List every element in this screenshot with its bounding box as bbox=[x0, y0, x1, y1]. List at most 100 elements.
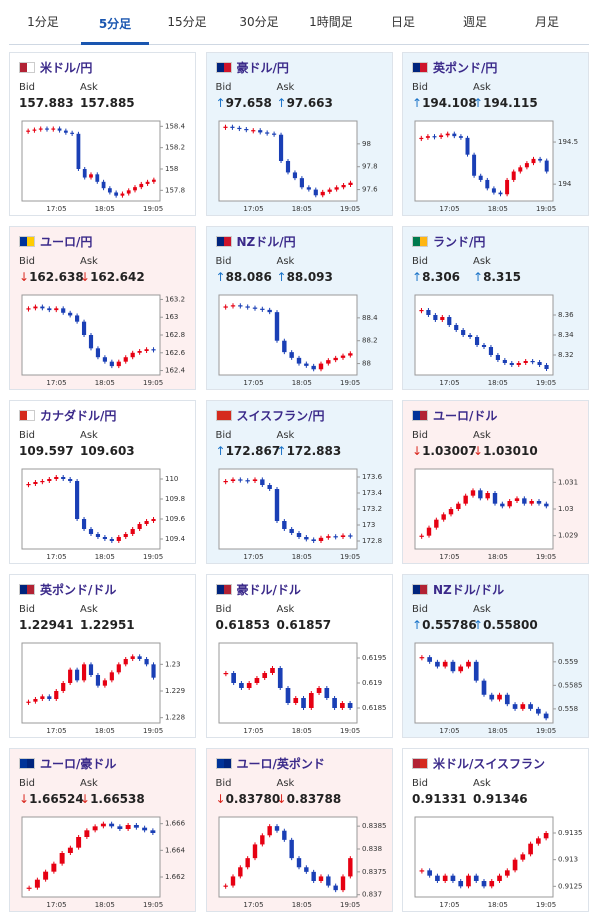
candle bbox=[266, 309, 272, 313]
rate-card[interactable]: 英ポンド/ドル Bid Ask 1.22941 1.22951 1.228 1.229 1.2… bbox=[9, 574, 196, 738]
candle bbox=[478, 490, 483, 499]
rate-card[interactable]: NZドル/円 Bid Ask ↑88.086 ↑88.093 88 88.2 88.4 17:0… bbox=[205, 226, 393, 390]
candle bbox=[84, 830, 90, 837]
candle bbox=[278, 134, 283, 161]
rate-card[interactable]: スイスフラン/円 Bid Ask ↑172.867 ↑172.883 172.8 173 17… bbox=[205, 400, 393, 564]
tab[interactable]: 30分足 bbox=[239, 15, 279, 29]
candle bbox=[230, 876, 235, 886]
candle bbox=[264, 132, 269, 134]
candle bbox=[285, 688, 290, 703]
candle bbox=[491, 188, 496, 193]
candle bbox=[427, 657, 432, 662]
candle bbox=[54, 308, 59, 311]
rate-card[interactable]: ユーロ/ドル Bid Ask ↓1.03007 ↓1.03010 1.029 1.03 1.0… bbox=[402, 400, 589, 564]
rate-card[interactable]: ユーロ/豪ドル Bid Ask ↓1.66524 ↓1.66538 1.662 1.664 1… bbox=[9, 748, 196, 912]
y-tick-label: 88.4 bbox=[362, 314, 378, 322]
ask-price: 172.883 bbox=[286, 444, 342, 458]
x-tick-label: 18:05 bbox=[291, 379, 311, 387]
tab[interactable]: 5分足 bbox=[81, 0, 149, 45]
flag bbox=[412, 410, 428, 421]
rate-card[interactable]: ユーロ/英ポンド Bid Ask ↓0.83780 ↓0.83788 0.837 0.837… bbox=[205, 748, 393, 912]
candle bbox=[261, 673, 267, 678]
x-tick-label: 17:05 bbox=[243, 901, 263, 909]
bid-label: Bid bbox=[215, 256, 232, 267]
rate-card[interactable]: 米ドル/スイスフラン Bid Ask 0.91331 0.91346 0.9125 0.91… bbox=[402, 748, 589, 912]
candle bbox=[33, 306, 38, 309]
bid-price: 0.83780 bbox=[225, 792, 281, 806]
rate-card[interactable]: NZドル/ドル Bid Ask ↑0.55786 ↑0.55800 0.558 0.5585… bbox=[402, 574, 589, 738]
y-tick-label: 109.4 bbox=[165, 535, 186, 543]
tab[interactable]: 日足 bbox=[390, 15, 415, 29]
candle bbox=[81, 321, 87, 335]
ask-label: Ask bbox=[80, 430, 98, 441]
pair-name: ランド/円 bbox=[433, 235, 486, 249]
candle bbox=[222, 306, 228, 308]
rate-card[interactable]: 英ポンド/円 Bid Ask ↑194.108 ↑194.115 194 194.5 17:0… bbox=[402, 52, 589, 216]
bid-label: Bid bbox=[19, 778, 35, 789]
y-tick-label: 97.6 bbox=[362, 186, 378, 194]
mini-chart: 97.6 97.8 98 17:05 18:05 19:05 bbox=[218, 120, 378, 213]
candle bbox=[33, 482, 38, 484]
candle bbox=[347, 535, 353, 537]
x-tick-label: 18:05 bbox=[488, 205, 508, 213]
x-tick-label: 18:05 bbox=[95, 727, 115, 735]
candle bbox=[116, 361, 121, 367]
bid-label: Bid bbox=[19, 430, 35, 441]
candle bbox=[252, 479, 257, 481]
candle bbox=[528, 704, 533, 709]
candle bbox=[473, 661, 479, 681]
candle bbox=[498, 192, 503, 195]
candle bbox=[238, 683, 244, 688]
candle bbox=[26, 308, 31, 310]
rate-card[interactable]: 米ドル/円 Bid Ask 157.883 157.885 157.8 158 158.2 15… bbox=[9, 52, 196, 216]
candle bbox=[123, 357, 128, 362]
y-tick-label: 162.4 bbox=[165, 367, 186, 375]
bid-label: Bid bbox=[215, 82, 232, 93]
trend-arrow: ↑ bbox=[473, 96, 484, 110]
candle bbox=[254, 678, 259, 683]
candle bbox=[101, 181, 106, 189]
pair-name: 米ドル/円 bbox=[40, 61, 93, 75]
ask-label: Ask bbox=[80, 604, 98, 615]
candle bbox=[520, 704, 526, 709]
candle bbox=[303, 363, 309, 366]
mini-chart: 88 88.2 88.4 17:05 18:05 19:05 bbox=[218, 294, 378, 387]
candle bbox=[281, 830, 287, 840]
tab[interactable]: 1時間足 bbox=[309, 15, 353, 29]
tab[interactable]: 月足 bbox=[534, 15, 559, 29]
ask-price: 1.22951 bbox=[80, 618, 135, 632]
rate-card[interactable]: カナダドル/円 Bid Ask 109.597 109.603 109.4 109.6 109… bbox=[9, 400, 196, 564]
candle bbox=[331, 698, 337, 708]
candle bbox=[543, 713, 549, 719]
candle bbox=[109, 539, 114, 541]
rate-card[interactable]: 豪ドル/円 Bid Ask ↑97.658 ↑97.663 97.6 97.8 98 17:05… bbox=[205, 52, 393, 216]
bid-value: ↓162.638 bbox=[19, 270, 84, 284]
y-tick-label: 98 bbox=[362, 140, 371, 148]
candle bbox=[246, 683, 252, 688]
x-tick-label: 18:05 bbox=[488, 727, 508, 735]
candle bbox=[244, 480, 250, 482]
candle bbox=[281, 521, 287, 529]
candle bbox=[81, 519, 87, 529]
candle bbox=[468, 335, 473, 337]
x-tick-label: 18:05 bbox=[95, 553, 115, 561]
tab[interactable]: 週足 bbox=[462, 15, 487, 29]
candle bbox=[223, 673, 228, 675]
mini-chart: 172.8 173 173.2 173.4 173.6 17:05 18:05 19:05 bbox=[218, 468, 383, 561]
candle bbox=[325, 360, 331, 364]
y-tick-label: 0.559 bbox=[558, 658, 578, 666]
candle bbox=[481, 345, 487, 347]
candle bbox=[485, 493, 490, 499]
ask-value: ↓1.66538 bbox=[80, 792, 145, 806]
rate-card[interactable]: ユーロ/円 Bid Ask ↓162.638 ↓162.642 162.4 162.6 162… bbox=[9, 226, 196, 390]
y-tick-label: 158.2 bbox=[165, 144, 185, 152]
mini-chart: 0.558 0.5585 0.559 17:05 18:05 19:05 bbox=[414, 642, 583, 735]
tab[interactable]: 1分足 bbox=[27, 15, 59, 29]
rate-card[interactable]: 豪ドル/ドル Bid Ask 0.61853 0.61857 0.6185 0.619 0.6… bbox=[205, 574, 393, 738]
tab[interactable]: 15分足 bbox=[167, 15, 207, 29]
y-tick-label: 173.6 bbox=[362, 473, 383, 481]
rate-card[interactable]: ランド/円 Bid Ask ↑8.306 ↑8.315 8.32 8.34 8.36 17:05… bbox=[402, 226, 589, 390]
candle bbox=[488, 347, 494, 355]
candle bbox=[59, 853, 65, 864]
candle bbox=[63, 130, 68, 133]
